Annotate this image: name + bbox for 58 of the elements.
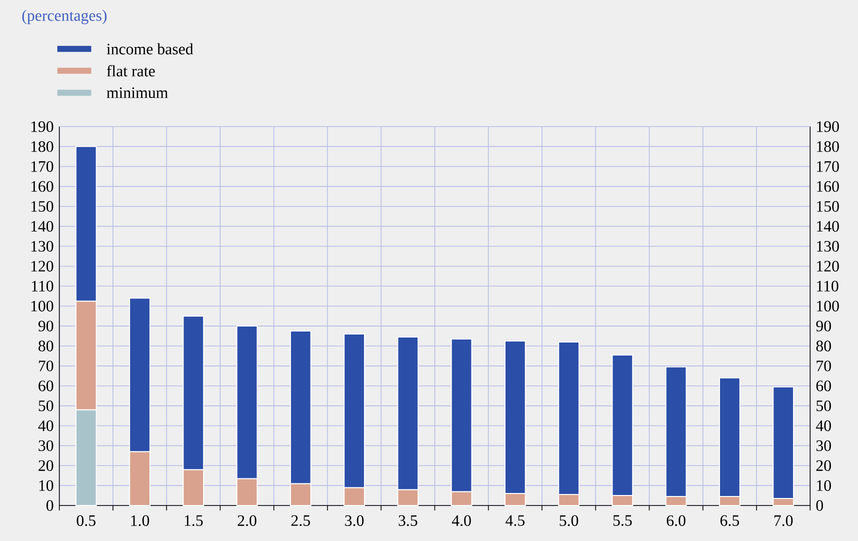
y-tick-label: 90 [38, 320, 54, 332]
y2-tick-label: 160 [817, 180, 839, 192]
y2-tick-label: 60 [816, 380, 831, 392]
y-tick-label: 80 [38, 340, 54, 352]
y2-tick-label: 140 [817, 220, 839, 232]
y2-tick-label: 0 [816, 500, 823, 511]
x-tick-label: 2.5 [291, 515, 310, 526]
y2-tick-label: 90 [816, 320, 831, 332]
x-tick-label: 3.0 [345, 515, 364, 526]
y-tick-label: 130 [31, 240, 54, 252]
x-tick-label: 7.0 [774, 515, 793, 526]
x-tick-label: 3.5 [398, 515, 418, 526]
y2-tick-label: 30 [816, 440, 831, 451]
y2-tick-label: 120 [817, 260, 839, 272]
x-tick-label: 0.5 [76, 515, 96, 526]
y-tick-label: 50 [38, 400, 54, 411]
y2-tick-label: 20 [816, 460, 831, 471]
y-tick-label: 10 [39, 480, 54, 491]
y-tick-label: 40 [38, 420, 54, 431]
y-tick-label: 20 [38, 460, 54, 471]
y-tick-label: 100 [31, 300, 54, 312]
x-tick-label: 2.0 [238, 515, 256, 526]
y-tick-label: 140 [31, 220, 54, 232]
y-tick-label: 70 [38, 360, 54, 372]
y-tick-label: 180 [31, 141, 54, 152]
x-tick-label: 1.5 [184, 515, 203, 526]
y2-tick-label: 130 [817, 240, 839, 252]
x-tick-label: 6.5 [720, 515, 740, 526]
y2-tick-label: 170 [817, 160, 839, 172]
legend-label: income based [106, 43, 194, 54]
y2-tick-label: 10 [817, 480, 831, 491]
x-tick-label: 5.5 [613, 515, 632, 526]
x-tick-label: 4.5 [506, 515, 524, 526]
legend-label: minimum [106, 87, 168, 98]
y-tick-label: 190 [31, 121, 54, 132]
y2-tick-label: 50 [816, 400, 831, 411]
y2-tick-label: 190 [817, 121, 839, 132]
y2-tick-label: 180 [817, 141, 839, 152]
y-tick-label: 60 [38, 380, 54, 392]
x-tick-label: 5.0 [560, 515, 578, 526]
y-tick-label: 30 [38, 440, 54, 451]
y-tick-label: 110 [32, 280, 54, 292]
x-tick-label: 1.0 [131, 515, 150, 526]
y-tick-label: 150 [31, 200, 54, 212]
y2-tick-label: 40 [816, 420, 831, 431]
y2-tick-label: 110 [817, 280, 838, 292]
y-tick-label: 160 [31, 180, 54, 192]
x-tick-label: 4.0 [452, 515, 471, 526]
y2-tick-label: 80 [816, 340, 831, 352]
y-tick-label: 120 [31, 260, 54, 272]
y-tick-label: 0 [46, 500, 54, 511]
x-tick-label: 6.0 [666, 515, 686, 526]
y2-tick-label: 100 [817, 300, 839, 312]
legend-label: flat rate [106, 64, 155, 76]
y-tick-label: 170 [31, 160, 54, 172]
y2-tick-label: 70 [816, 360, 831, 372]
chart-title: (percentages) [22, 10, 107, 24]
y2-tick-label: 150 [817, 200, 839, 212]
